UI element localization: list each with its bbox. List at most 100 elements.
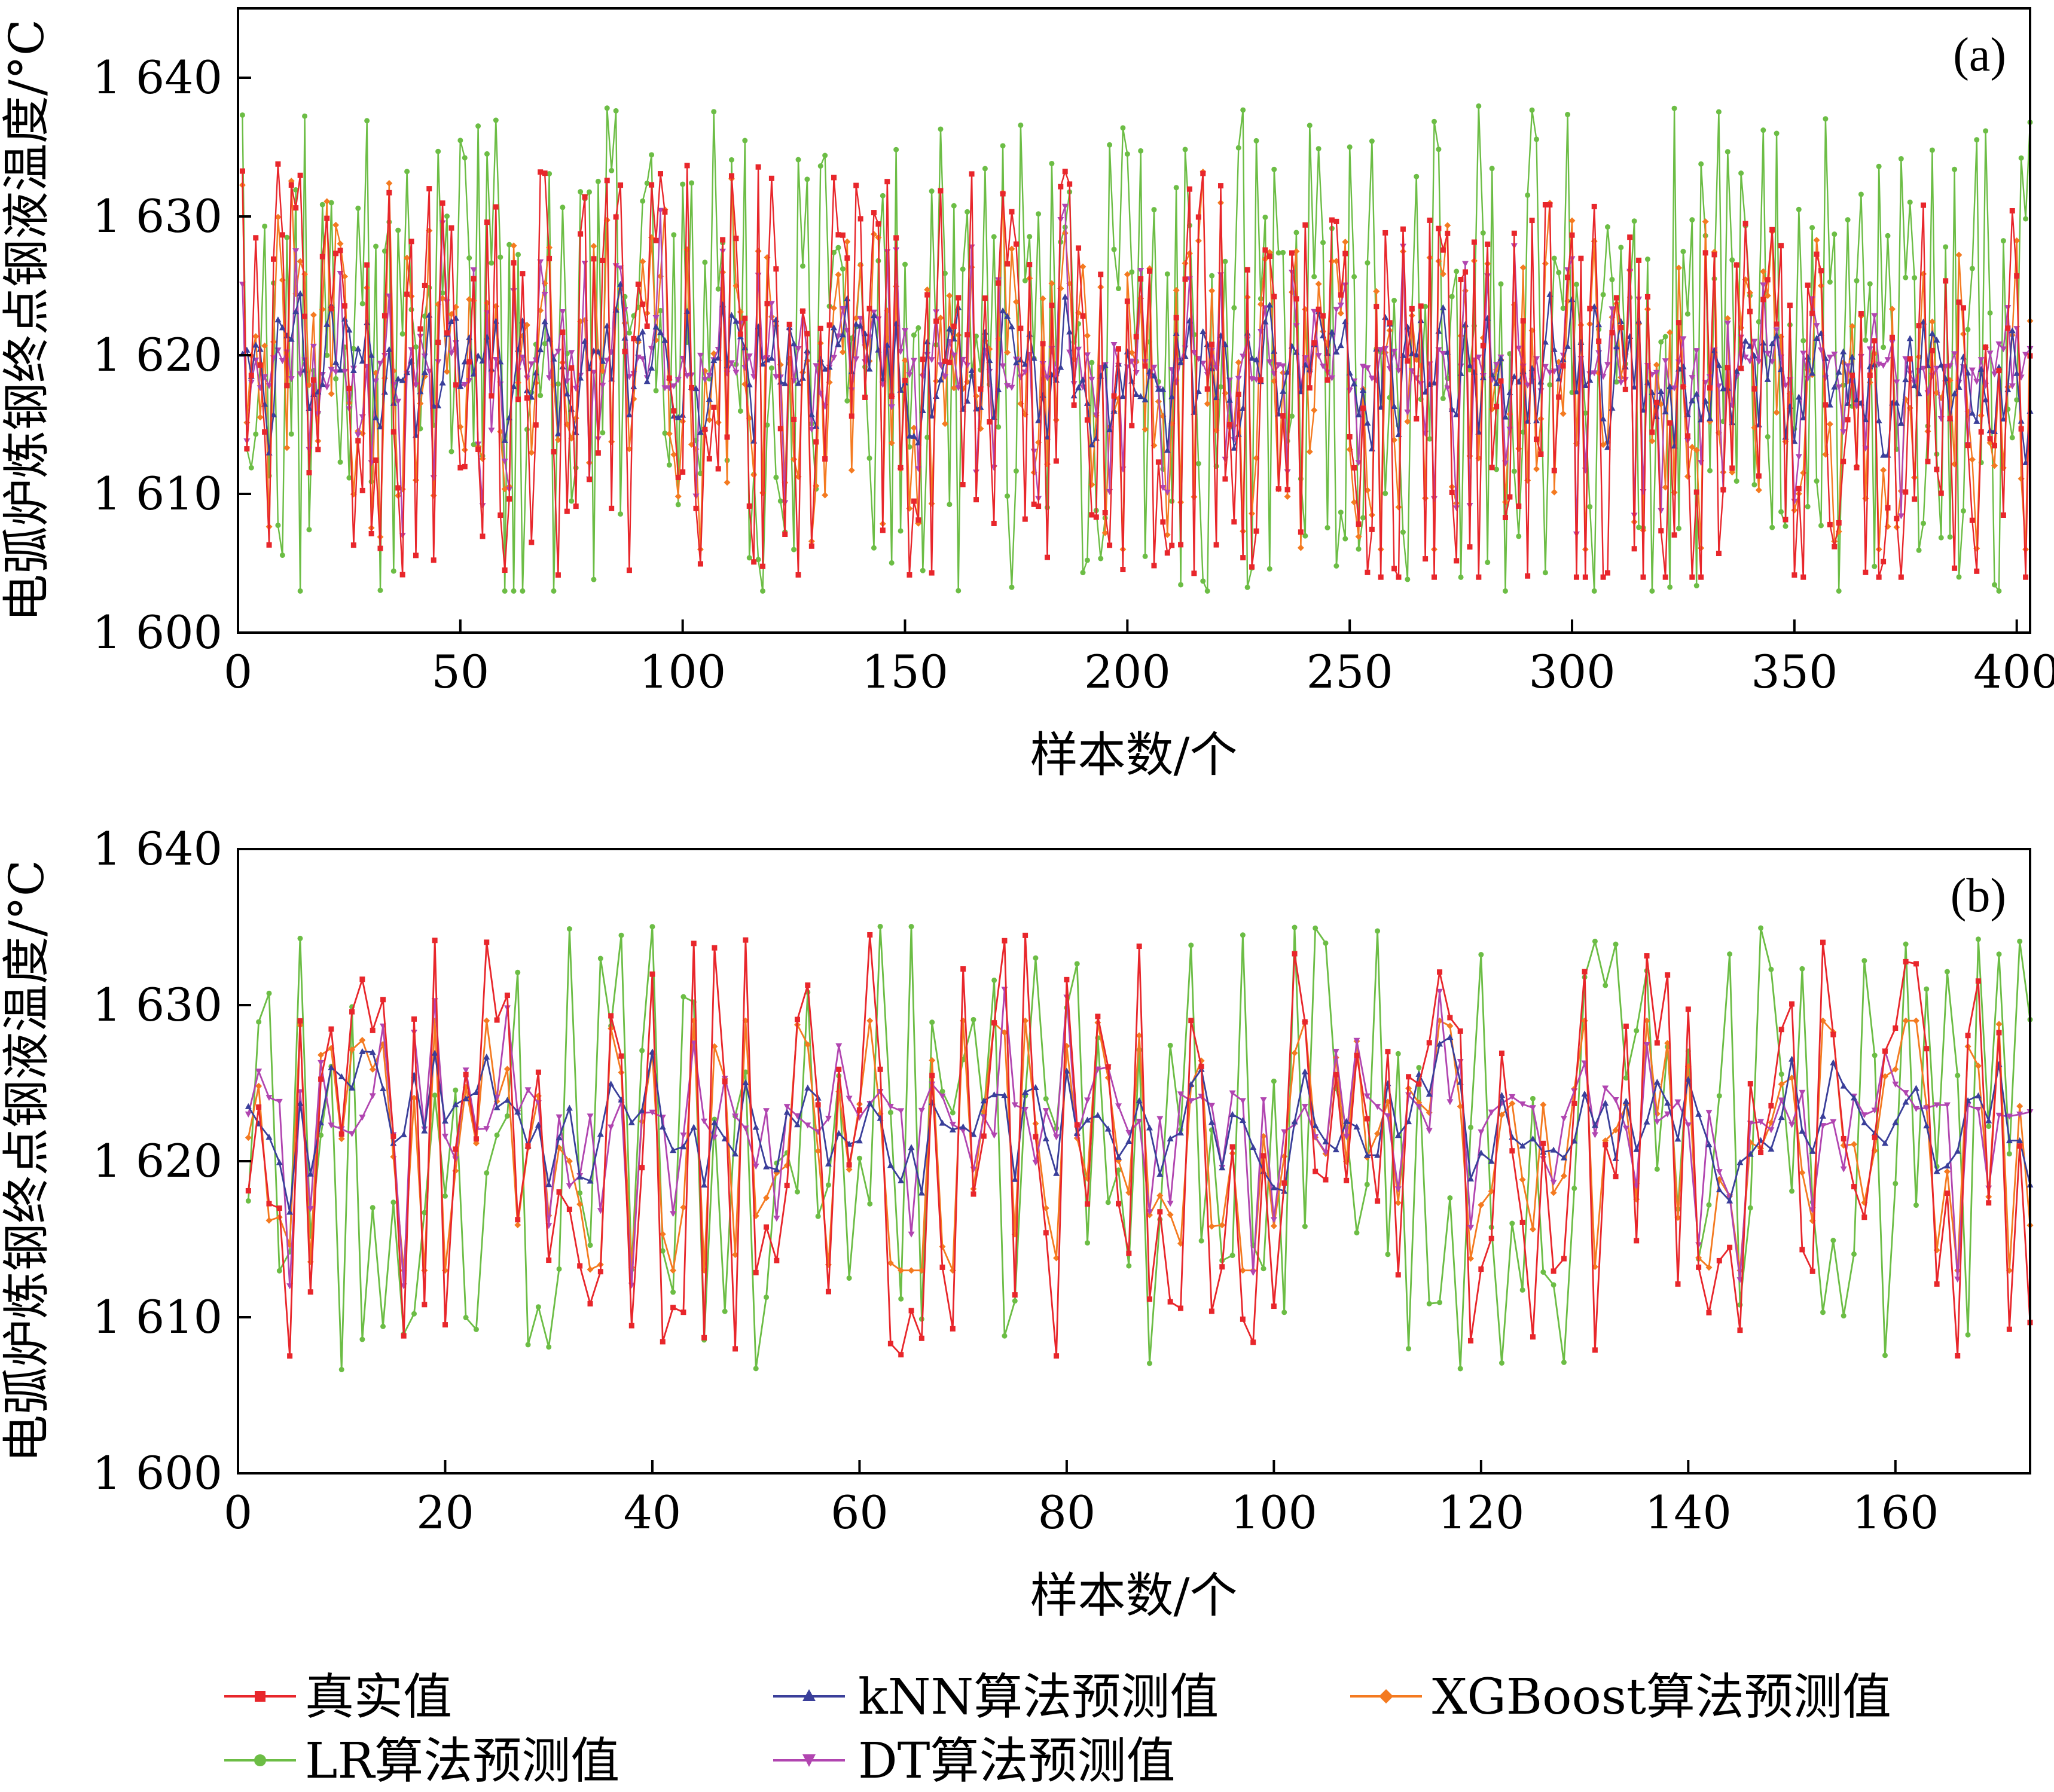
series-knn-b: [245, 1034, 2034, 1215]
data-point-xgb-b: [514, 1222, 521, 1229]
data-point-lr-a: [355, 205, 361, 211]
data-point-lr-b: [1074, 961, 1080, 967]
data-point-lr-a: [1382, 490, 1388, 496]
data-point-dt-a: [528, 361, 535, 368]
data-point-true-a: [697, 561, 703, 567]
data-point-true-a: [777, 426, 783, 432]
data-point-lr-a: [560, 204, 566, 210]
data-point-xgb-a: [328, 390, 335, 398]
data-point-xgb-a: [1422, 494, 1429, 502]
data-point-lr-a: [835, 245, 841, 251]
data-point-knn-b: [1716, 1186, 1723, 1193]
data-point-true-b: [556, 1189, 562, 1195]
x-tick-label-a: 300: [1528, 645, 1615, 698]
data-point-xgb-a: [1004, 349, 1011, 356]
data-point-lr-a: [1262, 214, 1268, 220]
data-point-true-a: [270, 256, 276, 262]
data-point-true-b: [1219, 1264, 1225, 1270]
data-point-lr-a: [942, 270, 948, 276]
data-point-true-b: [1551, 1268, 1556, 1274]
x-tick-label-b: 60: [831, 1486, 889, 1539]
data-point-knn-a: [577, 374, 584, 381]
data-point-true-a: [1431, 574, 1437, 580]
data-point-knn-a: [1600, 415, 1607, 422]
data-point-true-b: [1706, 1309, 1712, 1315]
data-point-lr-a: [844, 398, 850, 404]
data-point-lr-a: [1018, 122, 1024, 128]
data-point-true-a: [1658, 528, 1664, 534]
data-point-lr-b: [1613, 941, 1619, 947]
data-point-lr-a: [991, 234, 997, 240]
data-point-true-a: [2009, 207, 2015, 213]
data-point-true-b: [1012, 1292, 1018, 1298]
data-point-true-a: [898, 465, 904, 471]
data-point-dt-a: [1355, 460, 1362, 466]
data-point-knn-b: [1115, 1153, 1122, 1160]
data-point-xgb-a: [417, 400, 424, 407]
data-point-lr-a: [248, 465, 254, 471]
legend: 真实值 kNN算法预测值 XGBoost算法预测值 LR算法预测值 DT算法预测…: [224, 1669, 1891, 1790]
data-point-xgb-a: [332, 221, 340, 228]
data-point-lr-a: [1556, 270, 1562, 276]
data-point-lr-a: [1644, 257, 1650, 262]
data-point-lr-a: [1360, 515, 1366, 521]
data-point-lr-a: [982, 166, 988, 172]
data-point-knn-b: [1426, 1091, 1433, 1097]
data-point-dt-a: [1159, 485, 1167, 491]
data-point-true-a: [1235, 392, 1241, 398]
data-point-knn-b: [639, 1107, 646, 1113]
data-point-dt-a: [706, 373, 713, 379]
data-point-lr-a: [1667, 584, 1673, 590]
data-point-knn-a: [1973, 417, 1980, 424]
data-point-lr-a: [649, 152, 655, 158]
data-point-true-a: [1222, 476, 1228, 482]
data-point-lr-a: [1342, 536, 1348, 542]
data-point-true-a: [1502, 515, 1508, 521]
data-point-true-b: [1302, 1019, 1308, 1025]
data-point-xgb-b: [1519, 1176, 1526, 1183]
data-point-lr-a: [1391, 298, 1397, 304]
data-point-true-a: [1307, 385, 1313, 391]
data-point-knn-a: [337, 367, 344, 373]
data-point-true-a: [1867, 372, 1873, 378]
data-point-lr-a: [728, 157, 734, 163]
data-point-dt-a: [554, 349, 561, 355]
data-point-knn-a: [1075, 384, 1082, 390]
data-point-lr-a: [1209, 273, 1215, 279]
data-point-true-a: [1280, 413, 1286, 419]
data-point-dt-b: [369, 1093, 376, 1100]
data-point-lr-b: [297, 935, 303, 941]
data-point-true-a: [773, 266, 779, 272]
data-point-lr-b: [1085, 1240, 1091, 1246]
data-point-knn-b: [1053, 1170, 1060, 1176]
data-point-knn-b: [1633, 1146, 1640, 1152]
data-point-xgb-a: [670, 451, 677, 458]
data-point-true-a: [982, 295, 988, 301]
data-point-xgb-a: [844, 238, 851, 245]
data-point-true-a: [1983, 344, 1989, 350]
data-point-lr-a: [1351, 274, 1357, 280]
data-point-lr-a: [1107, 142, 1113, 148]
data-point-true-a: [257, 362, 263, 368]
data-point-true-b: [1354, 1052, 1360, 1058]
data-point-dt-a: [941, 374, 948, 380]
data-point-dt-a: [1515, 346, 1522, 352]
data-point-dt-b: [1394, 1186, 1402, 1193]
data-point-knn-b: [939, 1119, 946, 1126]
data-point-true-b: [1944, 1190, 1950, 1196]
data-point-lr-a: [373, 243, 379, 249]
data-point-xgb-b: [245, 1134, 252, 1141]
data-point-true-a: [1649, 429, 1655, 435]
data-point-xgb-b: [1540, 1101, 1547, 1109]
data-point-true-a: [587, 477, 593, 483]
data-point-true-a: [835, 232, 841, 238]
data-point-lr-a: [746, 555, 752, 561]
data-point-true-b: [1509, 1148, 1515, 1154]
data-point-knn-b: [763, 1163, 770, 1170]
data-point-true-a: [866, 306, 872, 312]
data-point-lr-a: [1098, 555, 1104, 561]
data-point-true-a: [1511, 230, 1517, 236]
data-point-xgb-a: [523, 322, 530, 329]
data-point-lr-a: [288, 431, 294, 437]
data-point-knn-b: [462, 1095, 469, 1101]
